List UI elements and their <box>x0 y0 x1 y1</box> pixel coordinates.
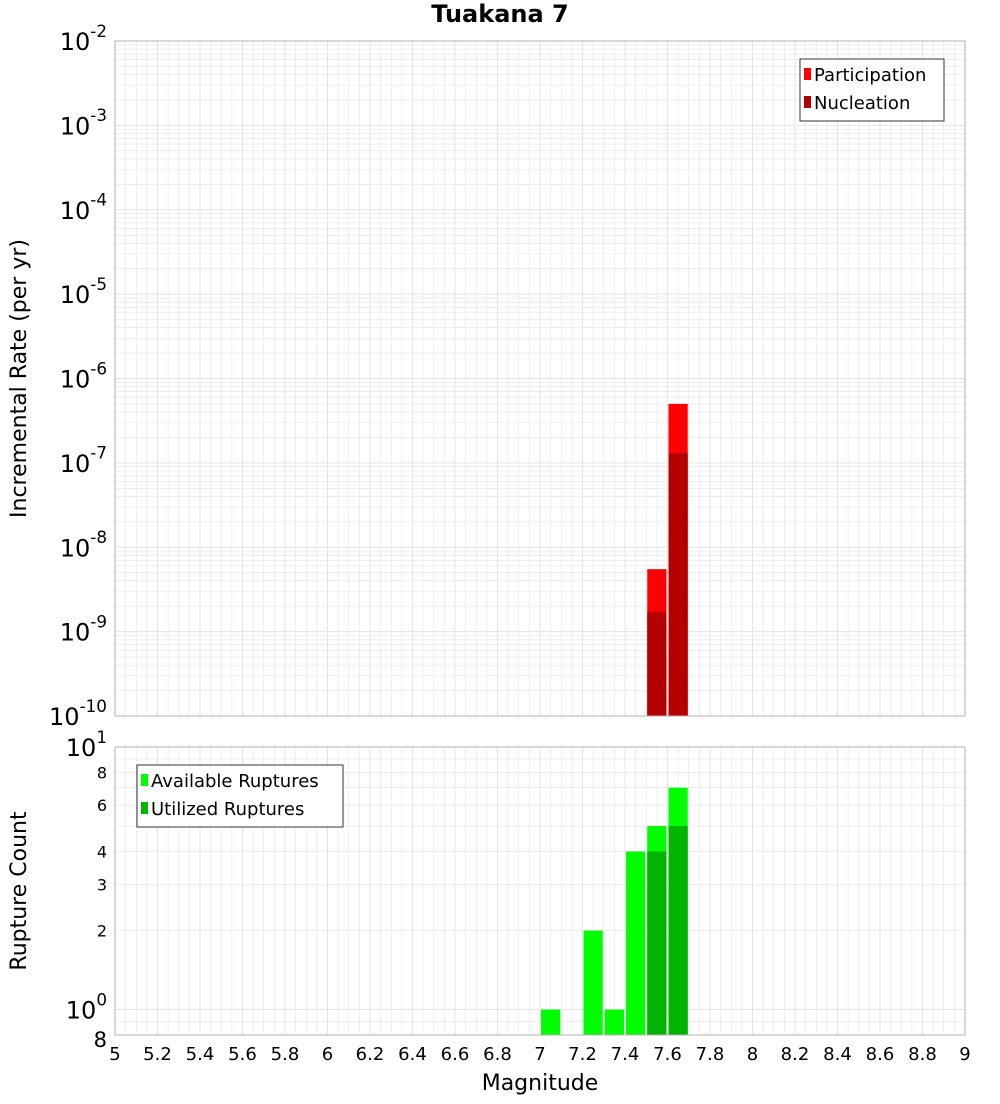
legend-label: Participation <box>814 65 926 86</box>
x-tick-label: 5.2 <box>143 1044 172 1065</box>
x-tick-label: 8.2 <box>781 1044 810 1065</box>
y-axis-label: Rupture Count <box>7 811 32 971</box>
x-tick-label: 8 <box>747 1044 758 1065</box>
legend-swatch <box>804 96 811 108</box>
x-tick-label: 5.8 <box>271 1044 300 1065</box>
bar-utilized-ruptures <box>668 826 688 1035</box>
x-tick-label: 5 <box>109 1044 120 1065</box>
plot-frame <box>114 746 966 1036</box>
y-tick-label: 8 <box>94 1028 107 1052</box>
y-tick-label: 4 <box>97 842 107 861</box>
y-tick-label: 2 <box>97 922 107 941</box>
y-tick-label: 10-2 <box>60 21 107 56</box>
legend-label: Utilized Ruptures <box>151 799 304 820</box>
y-tick-label: 10-4 <box>60 190 107 225</box>
bar-available-ruptures <box>626 851 646 1035</box>
chart-title: Tuakana 7 <box>431 0 569 28</box>
y-tick-label: 8 <box>97 763 107 782</box>
x-tick-label: 6.6 <box>441 1044 470 1065</box>
bar-utilized-ruptures <box>647 851 667 1035</box>
legend-label: Available Ruptures <box>151 771 319 792</box>
plot-frame <box>114 40 966 717</box>
x-tick-label: 6 <box>322 1044 333 1065</box>
y-tick-label: 100 <box>66 989 107 1024</box>
legend-box <box>799 58 945 122</box>
x-tick-label: 9 <box>959 1044 970 1065</box>
legend-swatch <box>141 774 148 786</box>
legend-swatch <box>141 802 148 814</box>
bar-nucleation <box>647 612 667 716</box>
x-tick-label: 8.6 <box>866 1044 895 1065</box>
x-tick-label: 7.2 <box>568 1044 597 1065</box>
bar-available-ruptures <box>541 1009 561 1035</box>
x-axis-label: Magnitude <box>482 1071 599 1096</box>
legend-box <box>136 764 344 828</box>
bar-available-ruptures <box>604 1009 624 1035</box>
legend: Available Ruptures Utilized Ruptures <box>136 764 344 828</box>
x-tick-label: 7.6 <box>653 1044 682 1065</box>
rate-panel: 10-2 10-3 10-4 10-5 10-6 10-7 10-8 10-9 10-10 Inc… <box>7 21 966 731</box>
x-tick-label: 5.6 <box>228 1044 257 1065</box>
bar-nucleation <box>668 453 688 716</box>
legend: Participation Nucleation <box>799 58 945 122</box>
y-tick-label: 10-3 <box>60 105 107 140</box>
x-tick-label: 7 <box>534 1044 545 1065</box>
x-axis: 5 5.2 5.4 5.6 5.8 6 6.2 6.4 6.6 6.8 7 7.2 7.4 7.6 7.8 8… <box>109 1044 970 1065</box>
x-tick-label: 6.4 <box>398 1044 427 1065</box>
y-axis-label: Incremental Rate (per yr) <box>7 239 32 518</box>
y-tick-label: 10-9 <box>60 611 107 646</box>
y-tick-label: 6 <box>97 796 107 815</box>
x-tick-label: 8.8 <box>908 1044 937 1065</box>
bar-available-ruptures <box>583 930 603 1035</box>
y-tick-label: 10-10 <box>49 696 107 731</box>
y-tick-label: 3 <box>97 875 107 894</box>
y-tick-label: 10-6 <box>60 358 107 393</box>
legend-label: Nucleation <box>814 93 910 114</box>
y-tick-label: 10-7 <box>60 443 107 478</box>
x-tick-label: 6.2 <box>356 1044 385 1065</box>
y-tick-label: 10-8 <box>60 527 107 562</box>
x-tick-label: 5.4 <box>186 1044 215 1065</box>
x-tick-label: 7.4 <box>611 1044 640 1065</box>
x-tick-label: 8.4 <box>823 1044 852 1065</box>
y-tick-label: 10-5 <box>60 274 107 309</box>
legend-swatch <box>804 68 811 80</box>
x-tick-label: 7.8 <box>696 1044 725 1065</box>
x-tick-label: 6.8 <box>483 1044 512 1065</box>
y-tick-label: 101 <box>66 727 107 762</box>
